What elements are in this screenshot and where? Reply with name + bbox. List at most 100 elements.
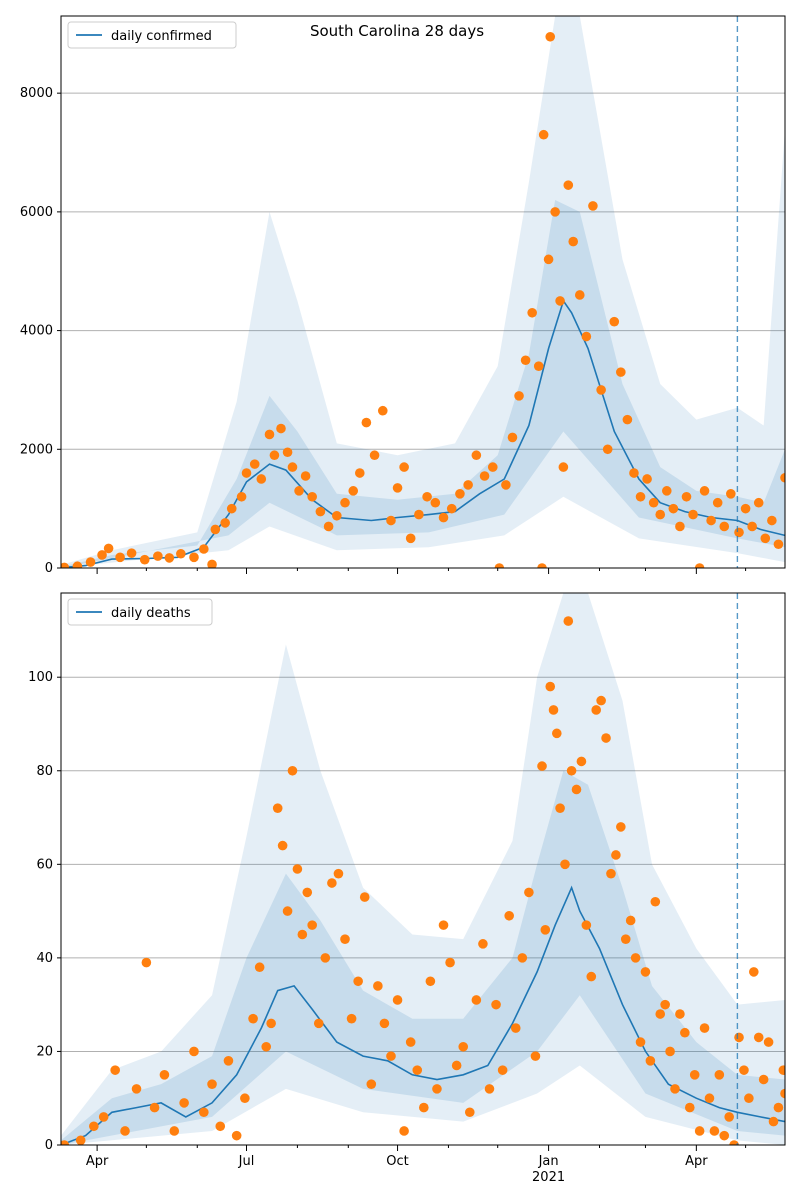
data-point xyxy=(164,553,175,563)
data-point xyxy=(261,1041,272,1052)
data-point xyxy=(574,290,585,300)
data-point xyxy=(517,953,528,963)
y-tick-label: 80 xyxy=(36,764,53,779)
data-point xyxy=(660,999,670,1010)
x-tick-label: 2021 xyxy=(532,1170,565,1185)
data-point xyxy=(110,1065,120,1075)
data-point xyxy=(361,417,372,428)
data-point xyxy=(487,462,498,472)
data-point xyxy=(576,756,587,767)
data-point xyxy=(780,472,785,483)
data-point xyxy=(379,1018,390,1029)
data-point xyxy=(596,385,606,395)
data-point xyxy=(348,486,359,496)
data-point xyxy=(115,552,125,563)
data-point xyxy=(313,1018,324,1029)
y-tick-label: 100 xyxy=(28,670,53,685)
data-point xyxy=(689,1070,700,1080)
data-point xyxy=(215,1121,226,1132)
data-point xyxy=(601,733,611,743)
data-point xyxy=(739,1065,749,1075)
data-point xyxy=(622,414,633,425)
data-point xyxy=(504,910,514,921)
data-point xyxy=(287,462,298,472)
data-point xyxy=(445,957,455,968)
data-point xyxy=(625,915,636,926)
data-point xyxy=(642,474,652,484)
data-point xyxy=(527,307,537,318)
data-point xyxy=(207,1079,217,1089)
data-point xyxy=(712,497,723,508)
data-point xyxy=(153,551,163,561)
data-point xyxy=(629,468,639,478)
data-point xyxy=(684,1102,695,1113)
legend-label: daily confirmed xyxy=(111,29,212,44)
data-point xyxy=(780,1088,785,1099)
data-point xyxy=(734,527,744,538)
data-point xyxy=(264,429,275,440)
data-point xyxy=(97,550,107,560)
axes-frame xyxy=(60,15,786,569)
data-point xyxy=(210,524,221,535)
data-point xyxy=(223,1055,234,1066)
data-point xyxy=(169,1126,180,1136)
data-point xyxy=(226,503,237,514)
data-point xyxy=(566,765,577,776)
data-point xyxy=(670,1084,680,1094)
y-tick-label: 40 xyxy=(36,951,53,966)
legend-box xyxy=(67,21,237,49)
data-point xyxy=(778,1065,785,1075)
data-point xyxy=(688,509,698,520)
data-point xyxy=(419,1102,429,1113)
data-point xyxy=(75,1135,86,1145)
data-point xyxy=(307,491,317,502)
legend-box xyxy=(67,598,213,626)
data-point xyxy=(645,1055,656,1066)
data-point xyxy=(471,995,482,1005)
data-point xyxy=(616,822,626,832)
data-point xyxy=(694,1126,705,1136)
data-point xyxy=(630,953,641,963)
data-point xyxy=(236,491,247,502)
data-point xyxy=(300,471,311,481)
data-point xyxy=(353,976,363,987)
data-point xyxy=(648,497,659,508)
data-point xyxy=(307,920,317,930)
data-point xyxy=(763,1037,774,1047)
data-point xyxy=(484,1084,495,1094)
data-point xyxy=(249,459,260,469)
data-point xyxy=(282,906,293,916)
y-tick-label: 0 xyxy=(45,561,53,576)
data-point xyxy=(586,971,597,982)
data-point xyxy=(89,1121,99,1132)
plot-area xyxy=(61,16,785,568)
data-point xyxy=(432,1084,442,1094)
data-point xyxy=(414,509,424,520)
data-point xyxy=(675,1009,685,1019)
data-point xyxy=(373,981,383,991)
legend: daily deaths xyxy=(67,598,213,626)
data-point xyxy=(346,1013,357,1024)
chart-title: South Carolina 28 days xyxy=(310,22,484,40)
data-point xyxy=(425,976,436,987)
legend-label: daily deaths xyxy=(111,606,191,621)
data-point xyxy=(446,503,457,514)
data-point xyxy=(699,486,710,496)
data-point xyxy=(159,1070,170,1080)
data-point xyxy=(199,1107,209,1118)
data-point xyxy=(524,887,534,898)
data-point xyxy=(571,784,582,795)
data-point xyxy=(369,450,380,461)
data-point xyxy=(537,761,547,771)
data-point xyxy=(176,548,186,559)
y-tick-label: 20 xyxy=(36,1044,53,1059)
data-point xyxy=(680,1027,690,1038)
x-tick-label: Jan xyxy=(538,1154,559,1169)
y-tick-label: 6000 xyxy=(20,205,53,220)
data-point xyxy=(340,497,350,508)
data-point xyxy=(220,518,230,528)
data-point xyxy=(537,563,547,568)
data-point xyxy=(85,557,96,567)
y-tick-label: 4000 xyxy=(20,324,53,339)
